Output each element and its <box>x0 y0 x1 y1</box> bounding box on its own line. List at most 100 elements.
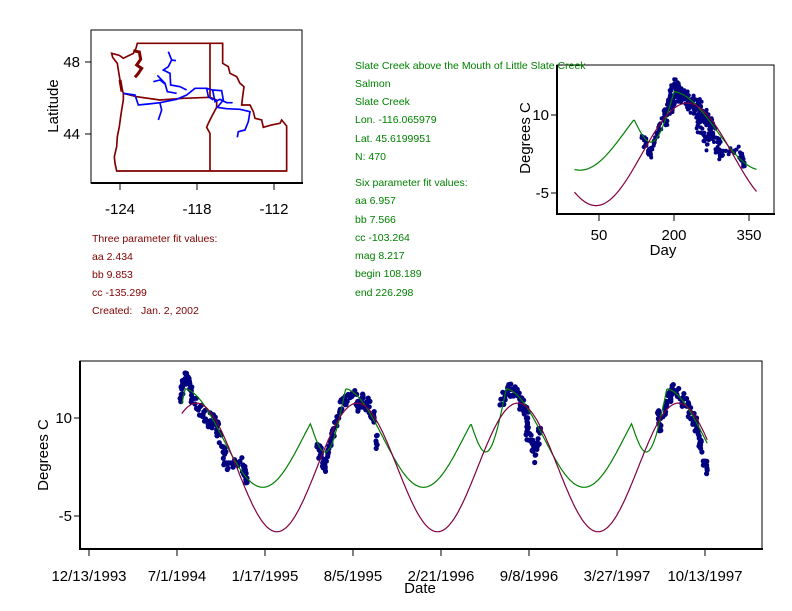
ts-data-point <box>532 459 538 466</box>
ts-data-point <box>664 402 670 408</box>
ts-data-point <box>374 442 380 448</box>
site-name: Slate Creek above the Mouth of Little Sl… <box>355 60 586 72</box>
doy-data-point <box>649 145 654 150</box>
ts-xtick-label: 9/8/1996 <box>500 568 558 585</box>
doy-data-point <box>703 109 708 114</box>
latitude: Lat. 45.6199951 <box>355 133 431 145</box>
ts-xtick-label: 2/21/1996 <box>408 568 475 585</box>
ts-data-point <box>240 462 246 468</box>
doy-data-point <box>702 134 707 139</box>
doy-data-point <box>736 144 741 149</box>
ts-data-point <box>668 398 674 404</box>
ts-data-point <box>181 379 187 385</box>
doy-data-point <box>723 149 728 153</box>
map-xtick-label: -118 <box>183 201 212 218</box>
ts-data-point <box>324 449 331 455</box>
ts-data-point <box>697 439 703 445</box>
ts-six-param-curve <box>181 388 708 488</box>
doy-data-point <box>639 135 644 140</box>
six-param-bb: bb 7.566 <box>355 214 396 226</box>
sample-count: N: 470 <box>355 151 386 163</box>
three-param-cc: cc -135.299 <box>92 287 147 299</box>
doy-data-point <box>695 123 700 128</box>
doy-xlabel: Day <box>650 242 677 259</box>
doy-data-point <box>664 120 669 125</box>
doy-xtick-label: 200 <box>661 227 686 244</box>
ts-xtick-label: 12/13/1993 <box>51 568 126 585</box>
doy-data-point <box>697 97 702 102</box>
doy-data-point <box>710 132 715 137</box>
ts-ytick-label: 10 <box>55 410 72 427</box>
map-ytick-label: 48 <box>63 54 80 71</box>
doy-xtick-label: 50 <box>591 227 608 244</box>
ts-data-point <box>699 449 705 455</box>
doy-data-point <box>662 108 666 113</box>
ts-data-point <box>695 429 701 435</box>
doy-data-point <box>696 111 701 116</box>
doy-chart: 10 -5 Degrees C 50 200 350 Day <box>517 64 775 259</box>
doy-data-point <box>702 139 707 144</box>
ts-data-point <box>237 458 243 464</box>
six-param-cc: cc -103.264 <box>355 232 410 244</box>
six-param-aa: aa 6.957 <box>355 195 396 207</box>
ts-data-point <box>220 449 226 455</box>
doy-data-point <box>702 116 707 121</box>
three-param-block: Three parameter fit values: aa 2.434 bb … <box>92 233 217 317</box>
six-param-title: Six parameter fit values: <box>355 177 468 189</box>
doy-data-point <box>654 131 659 136</box>
doy-xtick-label: 350 <box>736 227 761 244</box>
ts-data-point <box>225 465 231 471</box>
doy-data-point <box>672 102 676 107</box>
map-frame <box>90 29 303 184</box>
doy-data-point <box>696 100 701 105</box>
doy-data-point <box>648 150 653 155</box>
doy-data-point <box>709 127 713 132</box>
doy-data-point <box>676 99 681 104</box>
map-xtick-label: -124 <box>105 201 135 218</box>
ts-data-point <box>214 433 220 439</box>
ts-data-point <box>508 381 514 387</box>
ts-data-point <box>373 433 380 439</box>
ts-ylabel: Degrees C <box>35 419 52 491</box>
ts-data-point <box>704 467 710 473</box>
doy-data-point <box>666 98 670 103</box>
ts-data-point <box>667 394 674 401</box>
ts-xlabel: Date <box>404 580 436 597</box>
site-info-block: Slate Creek above the Mouth of Little Sl… <box>355 60 586 299</box>
doy-data-point <box>694 97 699 102</box>
ts-data-point <box>195 407 201 413</box>
stream-name: Slate Creek <box>355 96 411 108</box>
map-drawing <box>110 42 288 172</box>
ts-data-point <box>322 466 328 472</box>
ts-data-point <box>500 389 506 395</box>
doy-data-point <box>695 130 700 135</box>
ts-data-point <box>655 409 661 415</box>
map-xtick-label: -112 <box>260 201 289 218</box>
three-param-aa: aa 2.434 <box>92 251 133 263</box>
doy-three-param-curve <box>574 102 757 207</box>
doy-data-point <box>672 77 677 82</box>
six-param-begin: begin 108.189 <box>355 268 422 280</box>
doy-chart-frame <box>556 64 775 215</box>
state-borders <box>110 42 288 172</box>
map-ylabel: Latitude <box>45 79 62 132</box>
ts-data-point <box>185 374 191 380</box>
ts-data-point <box>680 397 686 403</box>
ts-data-point <box>355 408 361 414</box>
three-param-bb: bb 9.853 <box>92 269 133 281</box>
doy-data-point <box>717 147 722 152</box>
ts-data-point <box>530 442 536 448</box>
doy-data-point <box>665 102 669 107</box>
ts-xtick-label: 10/13/1997 <box>667 568 742 585</box>
doy-data-point <box>693 106 697 111</box>
doy-ytick-label: -5 <box>536 185 549 202</box>
timeseries-chart: 10 -5 Degrees C 12/13/1993 7/1/1994 1/17/1… <box>35 360 763 597</box>
doy-data-point <box>704 148 709 153</box>
doy-data-point <box>675 80 680 85</box>
doy-data-point <box>686 93 691 98</box>
ts-data-point <box>244 479 250 486</box>
doy-data-point <box>712 140 716 144</box>
ts-data-point <box>516 390 522 396</box>
ts-data-point <box>532 452 538 458</box>
